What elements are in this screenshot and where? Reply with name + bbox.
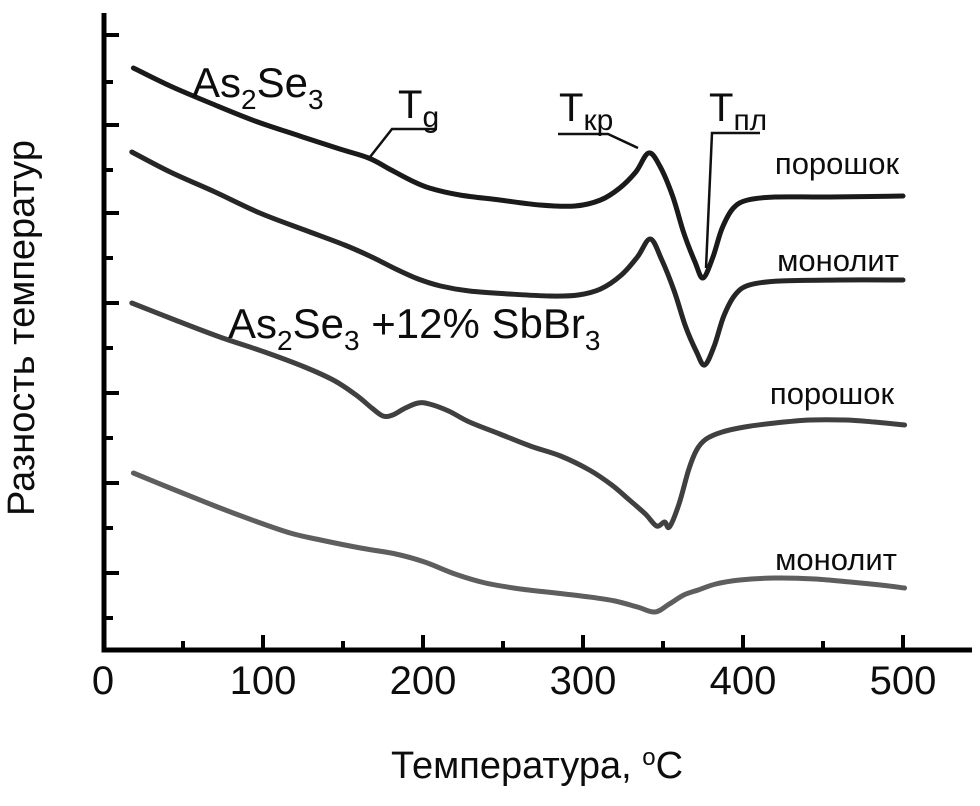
- curve-sbbr3-monolith: [130, 470, 908, 615]
- x-major-ticks: [261, 635, 905, 650]
- x-tick-label: 200: [390, 659, 457, 703]
- label-as2se3: As2Se3: [192, 59, 324, 115]
- x-tick-label: 300: [550, 659, 617, 703]
- x-tick-label: 100: [230, 659, 297, 703]
- y-major-ticks: [104, 33, 119, 575]
- label-monolith-1: монолит: [777, 243, 899, 278]
- curve-as2se3-powder: [130, 65, 906, 281]
- y-axis-title: Разность температур: [1, 140, 43, 516]
- annotation-tpl: Tпл: [709, 86, 767, 137]
- curve-as2se3-monolith: [129, 149, 906, 368]
- tg-leader-line: [369, 127, 437, 158]
- label-as2se3-sbbr3: As2Se3 +12% SbBr3: [228, 300, 600, 356]
- curve-sbbr3-powder: [129, 300, 908, 531]
- x-axis-title: Температура, oC: [391, 744, 683, 787]
- label-powder-2: порошок: [770, 376, 895, 411]
- x-tick-label: 0: [92, 659, 114, 703]
- annotation-tkr: Tкр: [559, 86, 613, 137]
- x-tick-label: 400: [710, 659, 777, 703]
- label-monolith-2: монолит: [775, 542, 897, 577]
- x-tick-labels: 0 100 200 300 400 500: [92, 659, 937, 703]
- x-minor-ticks: [181, 641, 825, 650]
- axes-frame: [101, 13, 972, 653]
- label-powder-1: порошок: [775, 146, 900, 181]
- x-tick-label: 500: [870, 659, 937, 703]
- tkr-leader-line: [558, 132, 639, 150]
- tpl-leader-line: [704, 131, 760, 269]
- annotation-tg: Tg: [398, 83, 439, 134]
- y-minor-ticks: [104, 80, 113, 620]
